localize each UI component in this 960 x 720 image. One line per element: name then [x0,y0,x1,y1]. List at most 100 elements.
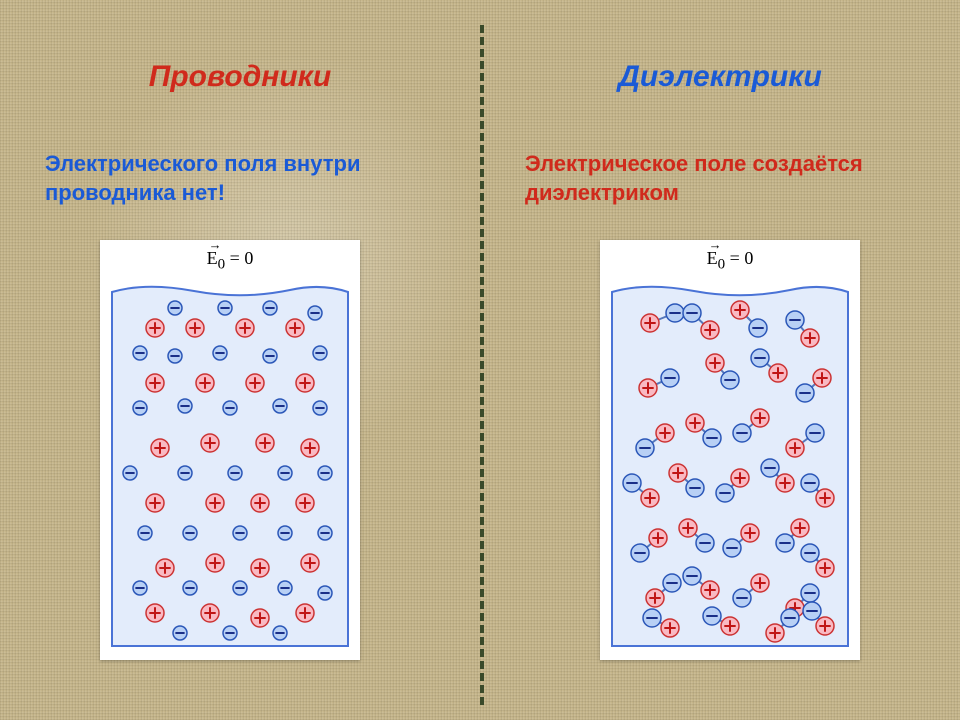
plus-charge [816,489,834,507]
minus-charge [263,349,277,363]
minus-charge [776,534,794,552]
minus-charge [643,609,661,627]
plus-charge [206,494,224,512]
plus-charge [196,374,214,392]
plus-charge [801,329,819,347]
minus-charge [278,581,292,595]
plus-charge [686,414,704,432]
minus-charge [803,602,821,620]
minus-charge [636,439,654,457]
minus-charge [683,304,701,322]
minus-charge [178,466,192,480]
formula-e0-right: → E0 = 0 [610,248,850,274]
dielectric-panel: → E0 = 0 [600,240,860,660]
plus-charge [286,319,304,337]
minus-charge [263,301,277,315]
minus-charge [318,466,332,480]
plus-charge [701,581,719,599]
plus-charge [731,301,749,319]
minus-charge [168,301,182,315]
minus-charge [751,349,769,367]
plus-charge [791,519,809,537]
minus-charge [308,306,322,320]
minus-charge [213,346,227,360]
minus-charge [781,609,799,627]
plus-charge [769,364,787,382]
plus-charge [641,489,659,507]
plus-charge [669,464,687,482]
plus-charge [186,319,204,337]
plus-charge [296,374,314,392]
plus-charge [146,374,164,392]
minus-charge [318,586,332,600]
plus-charge [146,494,164,512]
plus-charge [679,519,697,537]
plus-charge [641,314,659,332]
formula-e-eq-r: = 0 [725,248,753,268]
minus-charge [133,401,147,415]
plus-charge [246,374,264,392]
plus-charge [649,529,667,547]
minus-charge [223,401,237,415]
minus-charge [761,459,779,477]
minus-charge [278,526,292,540]
minus-charge [133,581,147,595]
conductor-svg [110,278,350,648]
plus-charge [236,319,254,337]
minus-charge [278,466,292,480]
minus-charge [138,526,152,540]
conductor-panel: → E0 = 0 [100,240,360,660]
minus-charge [663,574,681,592]
plus-charge [816,559,834,577]
plus-charge [701,321,719,339]
plus-charge [639,379,657,397]
minus-charge [716,484,734,502]
minus-charge [703,607,721,625]
minus-charge [218,301,232,315]
plus-charge [646,589,664,607]
plus-charge [201,434,219,452]
plus-charge [721,617,739,635]
minus-charge [178,399,192,413]
minus-charge [703,429,721,447]
minus-charge [223,626,237,640]
right-half: Диэлектрики Электрическое поле создаётся… [480,0,960,720]
plus-charge [776,474,794,492]
plus-charge [706,354,724,372]
minus-charge [733,589,751,607]
plus-charge [661,619,679,637]
formula-e-eq: = 0 [225,248,253,268]
minus-charge [683,567,701,585]
plus-charge [786,439,804,457]
plus-charge [751,574,769,592]
plus-charge [741,524,759,542]
minus-charge [173,626,187,640]
minus-charge [183,581,197,595]
minus-charge [796,384,814,402]
plus-charge [813,369,831,387]
minus-charge [273,399,287,413]
minus-charge [801,544,819,562]
minus-charge [183,526,197,540]
plus-charge [251,609,269,627]
minus-charge [786,311,804,329]
minus-charge [733,424,751,442]
minus-charge [233,581,247,595]
minus-charge [696,534,714,552]
minus-charge [631,544,649,562]
plus-charge [301,554,319,572]
plus-charge [296,494,314,512]
plus-charge [146,604,164,622]
plus-charge [766,624,784,642]
minus-charge [233,526,247,540]
plus-charge [816,617,834,635]
plus-charge [206,554,224,572]
plus-charge [656,424,674,442]
minus-charge [721,371,739,389]
title-conductors: Проводники [0,60,480,94]
plus-charge [251,494,269,512]
minus-charge [318,526,332,540]
minus-charge [123,466,137,480]
plus-charge [201,604,219,622]
minus-charge [686,479,704,497]
